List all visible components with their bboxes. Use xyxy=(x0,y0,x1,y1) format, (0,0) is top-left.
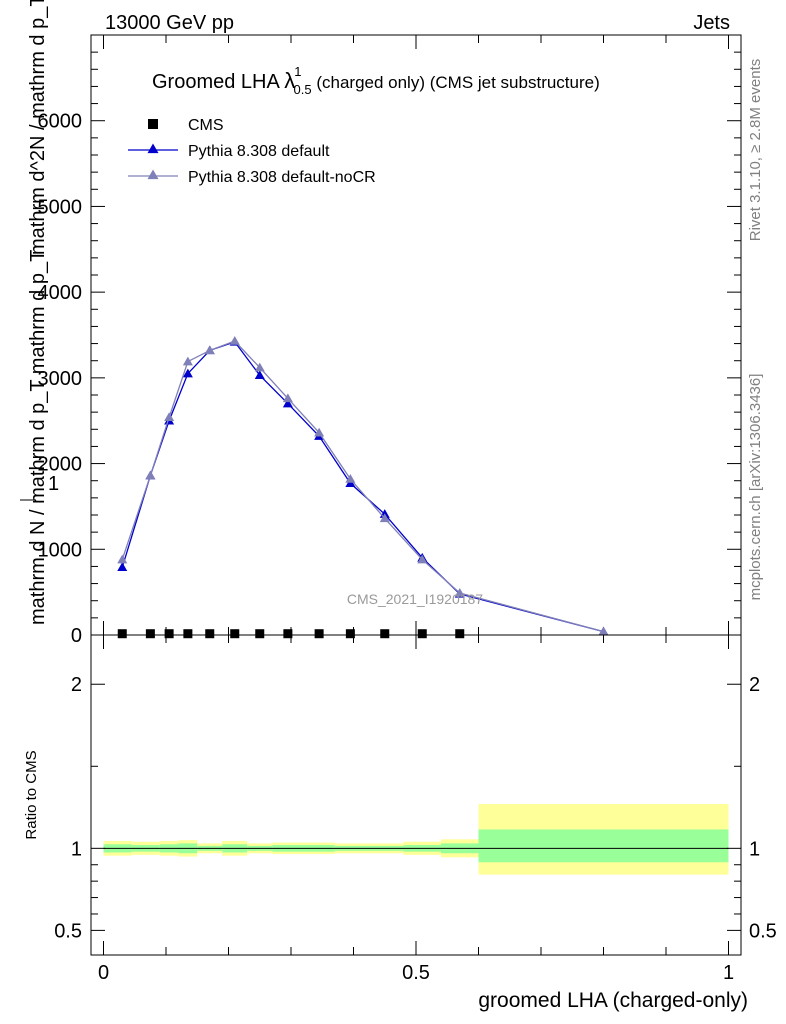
series-marker-1 xyxy=(282,398,293,408)
ratio-ytick-label-right: 2 xyxy=(749,674,760,696)
series-marker-2 xyxy=(164,412,175,422)
main-ytick-label: 5000 xyxy=(38,196,83,218)
main-ytick-label: 0 xyxy=(71,625,82,647)
chart-title-sup: 1 xyxy=(294,64,301,79)
cms-data-point xyxy=(183,629,193,639)
legend-marker-triangle xyxy=(147,169,159,180)
chart-title-main: Groomed LHA xyxy=(152,71,284,93)
series-marker-2 xyxy=(379,513,390,523)
series-marker-1 xyxy=(254,370,265,380)
chart-title-rest: (charged only) (CMS jet substructure) xyxy=(312,73,600,92)
energy-label: 13000 GeV pp xyxy=(105,12,234,34)
legend-label: CMS xyxy=(188,117,224,134)
series-marker-2 xyxy=(182,356,193,366)
cms-data-point xyxy=(145,629,155,639)
mcplots-label: mcplots.cern.ch [arXiv:1306.3436] xyxy=(747,374,764,601)
cms-data-point xyxy=(455,629,465,639)
ylabel-right: mathrm d^2N / mathrm d p_T mathrm d lamb… xyxy=(27,0,49,255)
chart-title-sub: 0.5 xyxy=(294,82,312,97)
chart-title: Groomed LHA λ1 0.5 (charged only) (CMS je… xyxy=(152,64,600,97)
series-marker-2 xyxy=(204,345,215,355)
ratio-panel: 0.5 0.5 1 1 2 2 0 0.5 1 Ratio to CMS groomed LHA… xyxy=(23,634,777,1012)
series-marker-2 xyxy=(229,336,240,345)
cms-data-point xyxy=(345,629,355,639)
series-marker-2 xyxy=(598,626,609,636)
series-marker-2 xyxy=(282,393,293,403)
cms-data-point xyxy=(380,629,390,639)
main-ytick-label: 3000 xyxy=(38,368,83,390)
ratio-ytick-label-right: 0.5 xyxy=(749,920,777,942)
analysis-watermark: CMS_2021_I1920187 xyxy=(347,591,483,607)
ratio-xtick-label: 1 xyxy=(723,962,734,984)
legend-marker-cms xyxy=(148,119,158,129)
ratio-bands xyxy=(103,804,729,875)
main-ytick-label: 6000 xyxy=(38,111,83,133)
series-line-2 xyxy=(121,340,604,633)
series-marker-2 xyxy=(345,474,356,483)
ratio-inner-band xyxy=(478,829,729,863)
series-marker-2 xyxy=(417,554,428,564)
ratio-frame xyxy=(90,634,742,956)
category-label: Jets xyxy=(693,12,730,34)
cms-data-point xyxy=(314,629,324,639)
main-ytick-label: 1000 xyxy=(38,539,83,561)
ylabel-denominator: mathrm d N / mathrm d p_T mathrm d p_T xyxy=(27,250,49,625)
series-marker-1 xyxy=(182,368,193,378)
series-marker-1 xyxy=(117,562,128,572)
series-line-1 xyxy=(121,341,604,633)
ratio-xlabel: groomed LHA (charged-only) xyxy=(478,989,748,1012)
chart-title-lambda: λ xyxy=(284,68,295,93)
series-marker-2 xyxy=(145,470,156,480)
legend-marker-triangle xyxy=(147,143,159,154)
rivet-version-label: Rivet 3.1.10, ≥ 2.8M events xyxy=(747,59,764,242)
cms-data-point xyxy=(255,629,265,639)
ratio-ylabel: Ratio to CMS xyxy=(23,750,40,839)
ratio-ticks: 0.5 0.5 1 1 2 2 0 0.5 1 xyxy=(54,635,777,984)
main-ytick-label: 4000 xyxy=(38,282,83,304)
cms-data-point xyxy=(164,629,174,639)
cms-data-point xyxy=(283,629,293,639)
series-marker-2 xyxy=(254,362,265,372)
main-ytick-label: 2000 xyxy=(38,454,83,476)
cms-data-point xyxy=(417,629,427,639)
main-panel: 0 1000 2000 3000 4000 5000 6000 1 mathrm d N /… xyxy=(20,0,742,647)
cms-data-point xyxy=(117,629,127,639)
ylabel-numerator: 1 xyxy=(48,473,59,495)
main-data xyxy=(117,336,609,639)
cms-data-point xyxy=(230,629,240,639)
series-marker-2 xyxy=(454,588,465,597)
legend-label: Pythia 8.308 default xyxy=(188,143,330,160)
ratio-ytick-label-right: 1 xyxy=(749,838,760,860)
ratio-ytick-label: 2 xyxy=(71,674,82,696)
series-marker-2 xyxy=(117,554,128,564)
ratio-ytick-label: 1 xyxy=(71,838,82,860)
main-ticks: 0 1000 2000 3000 4000 5000 6000 xyxy=(38,35,741,647)
series-marker-2 xyxy=(314,427,325,437)
ratio-xtick-label: 0.5 xyxy=(402,962,430,984)
cms-data-point xyxy=(205,629,215,639)
legend-label: Pythia 8.308 default-noCR xyxy=(188,169,376,186)
ratio-xtick-label: 0 xyxy=(98,962,109,984)
legend: CMS Pythia 8.308 default Pythia 8.308 defa… xyxy=(128,117,376,186)
ratio-ytick-label: 0.5 xyxy=(54,920,82,942)
